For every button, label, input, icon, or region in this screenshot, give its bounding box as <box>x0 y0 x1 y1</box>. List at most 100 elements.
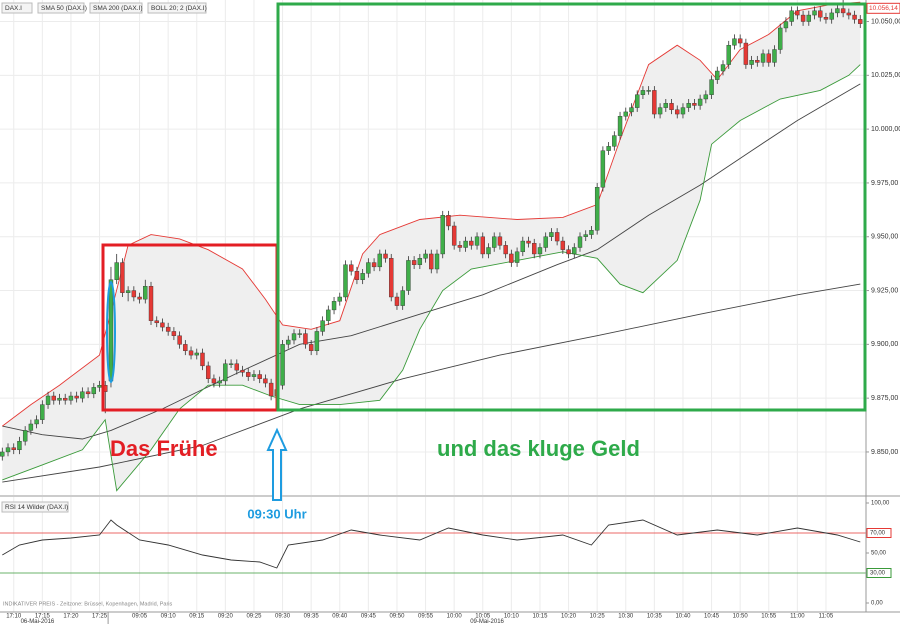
candle-body <box>406 260 411 291</box>
candle-body <box>165 326 171 332</box>
x-tick-label: 10:20 <box>561 614 577 620</box>
candle-body <box>440 215 445 255</box>
candle-body <box>492 236 497 248</box>
candle-body <box>400 290 405 306</box>
x-tick-label: 09:55 <box>418 614 434 620</box>
candle-body <box>777 27 783 50</box>
candle-body <box>74 395 79 399</box>
candle-body <box>206 365 211 379</box>
x-tick-label: 10:30 <box>618 614 634 620</box>
candle-body <box>0 451 5 457</box>
candle-body <box>646 90 651 92</box>
candle-body <box>703 94 709 100</box>
candle-body <box>800 14 806 22</box>
candle-body <box>114 262 119 280</box>
candle-body <box>228 363 234 365</box>
candle-body <box>560 240 566 250</box>
candle-body <box>68 395 74 401</box>
candle-body <box>177 335 182 345</box>
candle-body <box>737 38 743 44</box>
x-tick-label: 09:30 <box>275 614 291 620</box>
candle-body <box>640 90 646 95</box>
x-tick-label: 09:15 <box>189 614 205 620</box>
candle-body <box>331 301 337 311</box>
candle-body <box>97 385 102 388</box>
candle-body <box>160 322 165 328</box>
candle-body <box>320 320 325 332</box>
candle-body <box>263 378 268 384</box>
y-tick-label: 10.000,00 <box>871 126 900 133</box>
candle-body <box>223 363 228 382</box>
x-tick-label: 10:40 <box>675 614 691 620</box>
candle-body <box>91 387 97 395</box>
x-tick-label: 09:25 <box>246 614 262 620</box>
header: DAX.I SMA 50 (DAX.I) SMA 200 (DAX.I) BOL… <box>1 2 207 607</box>
plot-area <box>0 0 866 612</box>
candle-body <box>154 320 159 324</box>
candle-body <box>200 352 205 367</box>
candle-body <box>171 331 177 336</box>
candle-body <box>148 286 154 321</box>
candle-body <box>657 107 663 115</box>
candle-body <box>280 344 285 386</box>
candle-body <box>600 150 606 188</box>
candle-body <box>108 279 114 382</box>
candle-body <box>57 397 62 401</box>
candle-body <box>80 391 85 399</box>
candle-body <box>675 109 680 115</box>
candle-body <box>383 253 388 259</box>
candle-body <box>594 187 600 231</box>
date-label: 09-Mai-2016 <box>470 619 504 624</box>
candle-body <box>835 8 840 14</box>
candle-body <box>537 247 543 255</box>
candle-body <box>549 232 554 237</box>
candle-body <box>543 236 548 248</box>
rsi-level-box <box>866 568 892 578</box>
y-tick-label: 9.900,00 <box>871 341 898 348</box>
candle-body <box>635 94 640 108</box>
candle-body <box>417 258 423 265</box>
candle-body <box>337 296 342 302</box>
candle-body <box>251 374 257 377</box>
candle-body <box>818 10 823 18</box>
x-tick-label: 09:45 <box>361 614 377 620</box>
rsi-tick-label: 50,00 <box>871 551 887 557</box>
rsi-level-label: 30,00 <box>870 571 886 577</box>
header-box[interactable] <box>1 2 33 14</box>
candle-body <box>577 236 583 248</box>
x-tick-label: 09:35 <box>304 614 320 620</box>
candle-body <box>623 111 628 117</box>
header-box[interactable] <box>89 2 143 14</box>
candle-body <box>451 225 457 246</box>
candle-body <box>697 98 703 106</box>
candle-body <box>497 236 503 246</box>
candle-body <box>125 290 131 293</box>
last-price-box <box>866 2 900 14</box>
candle-body <box>732 38 737 46</box>
header-box[interactable] <box>1 501 69 513</box>
candle-body <box>429 253 434 270</box>
x-tick-label: 09:20 <box>218 614 234 620</box>
candle-body <box>434 253 440 270</box>
candle-body <box>34 419 39 425</box>
x-tick-label: 09:40 <box>332 614 348 620</box>
x-tick-label: 10:50 <box>733 614 749 620</box>
band-lower <box>2 64 861 492</box>
candle-body <box>766 53 771 63</box>
x-tick-label: 10:15 <box>532 614 548 620</box>
candle-body <box>663 103 669 108</box>
candle-body <box>343 264 348 298</box>
candle-body <box>474 236 480 246</box>
header-box[interactable] <box>147 2 207 14</box>
candle-body <box>286 339 291 345</box>
candle-body <box>509 253 514 263</box>
candle-body <box>589 230 594 235</box>
header-box[interactable] <box>37 2 85 14</box>
y-tick-label: 10.025,00 <box>871 72 900 79</box>
candle-body <box>486 247 491 255</box>
candle-body <box>291 333 297 341</box>
x-tick-label: 10:10 <box>504 614 520 620</box>
rsi-tick-label: 100,00 <box>871 501 890 507</box>
candle-body <box>812 10 817 16</box>
candle-body <box>783 21 789 29</box>
